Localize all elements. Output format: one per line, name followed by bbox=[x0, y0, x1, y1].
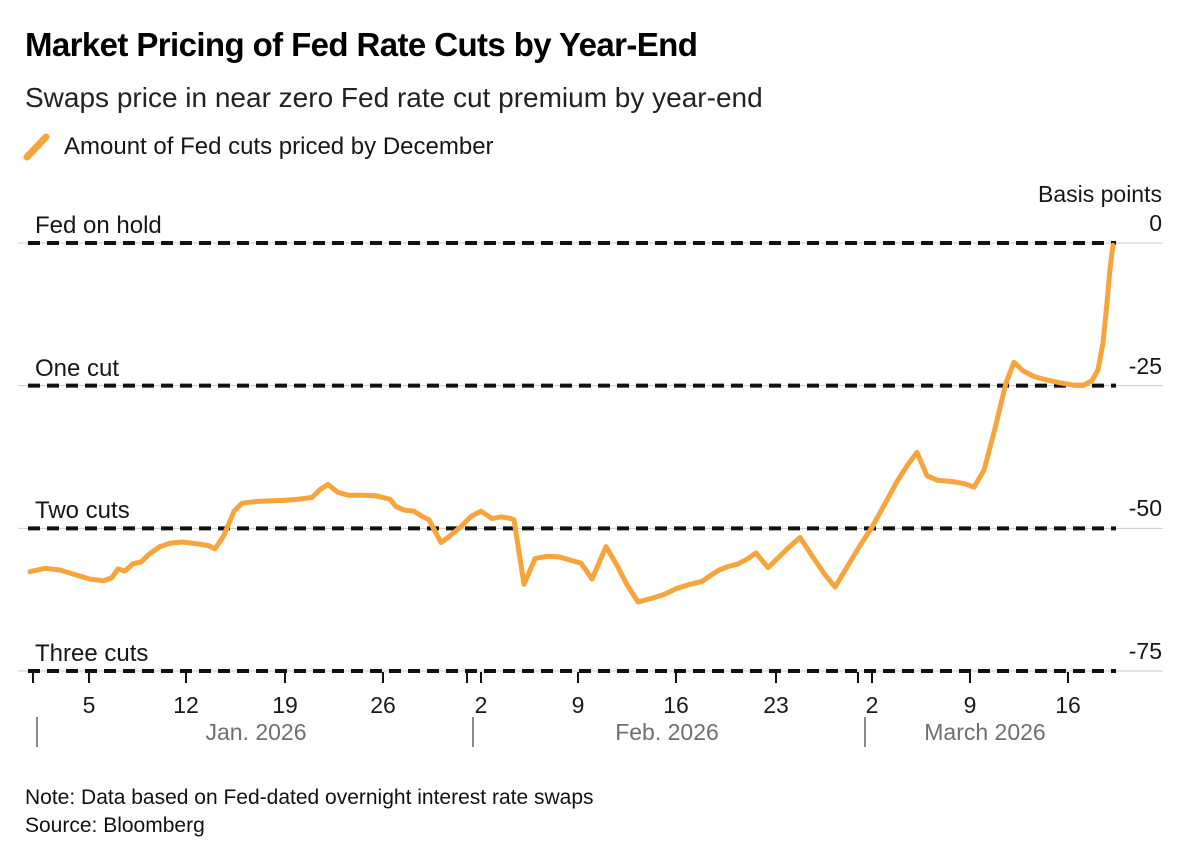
y-tick-label: 0 bbox=[1149, 210, 1162, 236]
legend: Amount of Fed cuts priced by December bbox=[22, 132, 494, 162]
x-tick-label: 5 bbox=[82, 692, 96, 718]
slash-icon bbox=[22, 132, 52, 162]
plot-area bbox=[18, 241, 1163, 684]
data-line-fed-cuts bbox=[27, 242, 1116, 605]
chart-subtitle: Swaps price in near zero Fed rate cut pr… bbox=[25, 82, 763, 113]
y-tick-label: -25 bbox=[1128, 352, 1162, 379]
x-tick-label: 9 bbox=[963, 692, 977, 718]
threshold-label: Fed on hold bbox=[35, 212, 162, 239]
y-axis-title: Basis points bbox=[1037, 181, 1162, 207]
y-tick-label: -50 bbox=[1128, 495, 1162, 522]
threshold-label: Two cuts bbox=[35, 497, 130, 525]
x-tick-label: 16 bbox=[663, 692, 689, 718]
threshold-label: One cut bbox=[35, 354, 120, 382]
x-tick-label: 23 bbox=[763, 692, 789, 718]
month-separator bbox=[36, 717, 38, 747]
x-tick-label: 19 bbox=[272, 692, 298, 718]
x-tick-label: 12 bbox=[173, 692, 199, 718]
month-label: Jan. 2026 bbox=[205, 719, 307, 745]
month-label: March 2026 bbox=[924, 719, 1046, 745]
x-tick-label: 2 bbox=[865, 692, 879, 718]
x-tick-label: 26 bbox=[370, 692, 396, 718]
x-tick-label: 9 bbox=[571, 692, 585, 718]
y-tick-label: -75 bbox=[1128, 638, 1162, 664]
month-label: Feb. 2026 bbox=[615, 719, 719, 745]
chart-note: Note: Data based on Fed-dated overnight … bbox=[25, 786, 594, 809]
legend-label: Amount of Fed cuts priced by December bbox=[64, 133, 494, 160]
month-separator bbox=[864, 717, 866, 747]
chart-source: Source: Bloomberg bbox=[25, 814, 205, 837]
x-tick-label: 16 bbox=[1055, 692, 1081, 718]
page-title: Market Pricing of Fed Rate Cuts by Year-… bbox=[25, 26, 698, 63]
threshold-label: Three cuts bbox=[35, 640, 149, 667]
month-separator bbox=[472, 717, 474, 747]
x-tick-label: 2 bbox=[474, 692, 488, 718]
